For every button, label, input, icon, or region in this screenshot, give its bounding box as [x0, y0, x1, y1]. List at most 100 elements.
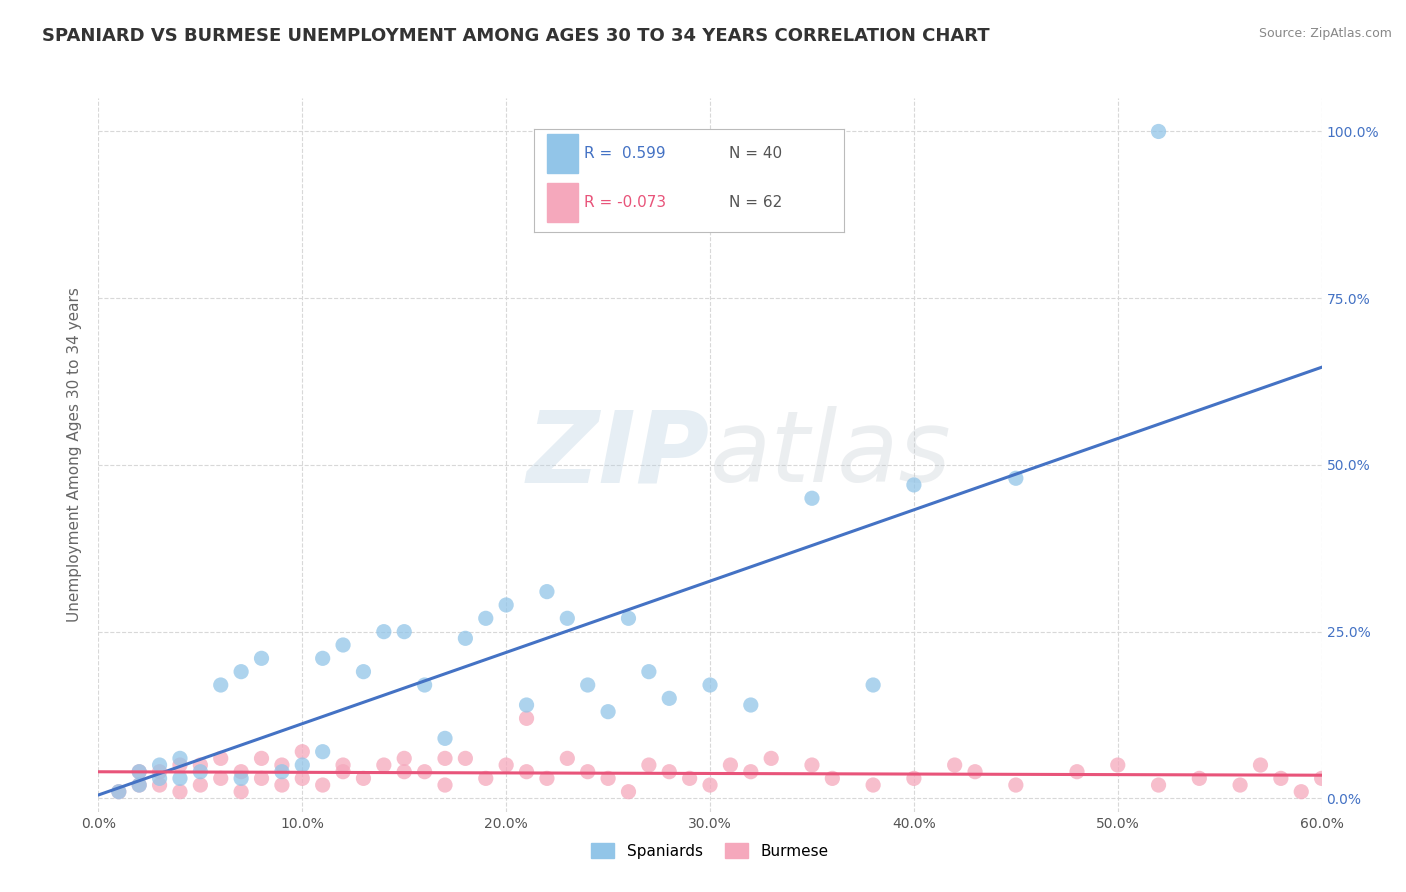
Point: [516, 764, 538, 779]
Point: [598, 772, 620, 786]
Point: [209, 678, 232, 692]
Point: [209, 772, 232, 786]
Point: [231, 772, 253, 786]
Point: [1229, 778, 1251, 792]
Text: R =  0.599: R = 0.599: [583, 146, 665, 161]
Point: [699, 778, 721, 792]
Point: [1270, 772, 1292, 786]
Point: [536, 584, 558, 599]
Text: Source: ZipAtlas.com: Source: ZipAtlas.com: [1258, 27, 1392, 40]
Point: [1107, 758, 1129, 772]
Bar: [547, 135, 578, 173]
Point: [413, 764, 436, 779]
Point: [149, 758, 172, 772]
Point: [516, 711, 538, 725]
Point: [658, 764, 681, 779]
Point: [188, 764, 212, 779]
Point: [617, 785, 640, 799]
Point: [454, 632, 477, 646]
Point: [108, 785, 131, 799]
Text: SPANIARD VS BURMESE UNEMPLOYMENT AMONG AGES 30 TO 34 YEARS CORRELATION CHART: SPANIARD VS BURMESE UNEMPLOYMENT AMONG A…: [42, 27, 990, 45]
Point: [291, 745, 314, 759]
Point: [699, 678, 721, 692]
Point: [392, 764, 416, 779]
Point: [413, 678, 436, 692]
Point: [495, 598, 517, 612]
Point: [250, 772, 273, 786]
Point: [617, 611, 640, 625]
Point: [903, 772, 925, 786]
Text: ZIP: ZIP: [527, 407, 710, 503]
Point: [862, 778, 884, 792]
Point: [434, 778, 457, 792]
Point: [576, 764, 599, 779]
Text: N = 40: N = 40: [730, 146, 782, 161]
Point: [231, 665, 253, 679]
Point: [149, 778, 172, 792]
Point: [332, 758, 354, 772]
Bar: [547, 183, 578, 221]
Point: [209, 751, 232, 765]
Point: [392, 751, 416, 765]
Point: [821, 772, 844, 786]
Point: [740, 698, 762, 712]
Point: [128, 778, 150, 792]
Point: [943, 758, 966, 772]
Point: [1147, 778, 1170, 792]
Point: [679, 772, 702, 786]
Point: [231, 785, 253, 799]
Point: [536, 772, 558, 786]
Point: [720, 758, 742, 772]
Point: [903, 478, 925, 492]
Point: [434, 731, 457, 746]
Point: [516, 698, 538, 712]
Point: [128, 764, 150, 779]
Point: [291, 758, 314, 772]
Text: atlas: atlas: [710, 407, 952, 503]
Point: [188, 758, 212, 772]
Point: [332, 764, 354, 779]
Point: [128, 764, 150, 779]
Point: [373, 758, 395, 772]
Point: [270, 758, 294, 772]
Point: [598, 705, 620, 719]
Text: R = -0.073: R = -0.073: [583, 194, 666, 210]
Point: [474, 772, 498, 786]
Point: [965, 764, 987, 779]
Point: [1249, 758, 1271, 772]
Point: [270, 764, 294, 779]
Point: [270, 778, 294, 792]
Point: [312, 778, 335, 792]
Point: [557, 751, 579, 765]
Point: [495, 758, 517, 772]
Point: [312, 745, 335, 759]
Text: N = 62: N = 62: [730, 194, 782, 210]
Legend: Spaniards, Burmese: Spaniards, Burmese: [585, 837, 835, 864]
Point: [169, 751, 191, 765]
Point: [352, 665, 374, 679]
Point: [250, 651, 273, 665]
Point: [312, 651, 335, 665]
Point: [1310, 772, 1333, 786]
Point: [474, 611, 498, 625]
Point: [250, 751, 273, 765]
Point: [108, 785, 131, 799]
Point: [169, 785, 191, 799]
Point: [149, 764, 172, 779]
Point: [1291, 785, 1313, 799]
Point: [332, 638, 354, 652]
Point: [576, 678, 599, 692]
Point: [352, 772, 374, 786]
Point: [188, 778, 212, 792]
Point: [373, 624, 395, 639]
Point: [169, 758, 191, 772]
Point: [638, 665, 661, 679]
Point: [761, 751, 783, 765]
Point: [1004, 778, 1026, 792]
Point: [128, 778, 150, 792]
Point: [801, 758, 824, 772]
Point: [557, 611, 579, 625]
Point: [149, 772, 172, 786]
Point: [169, 772, 191, 786]
Point: [392, 624, 416, 639]
